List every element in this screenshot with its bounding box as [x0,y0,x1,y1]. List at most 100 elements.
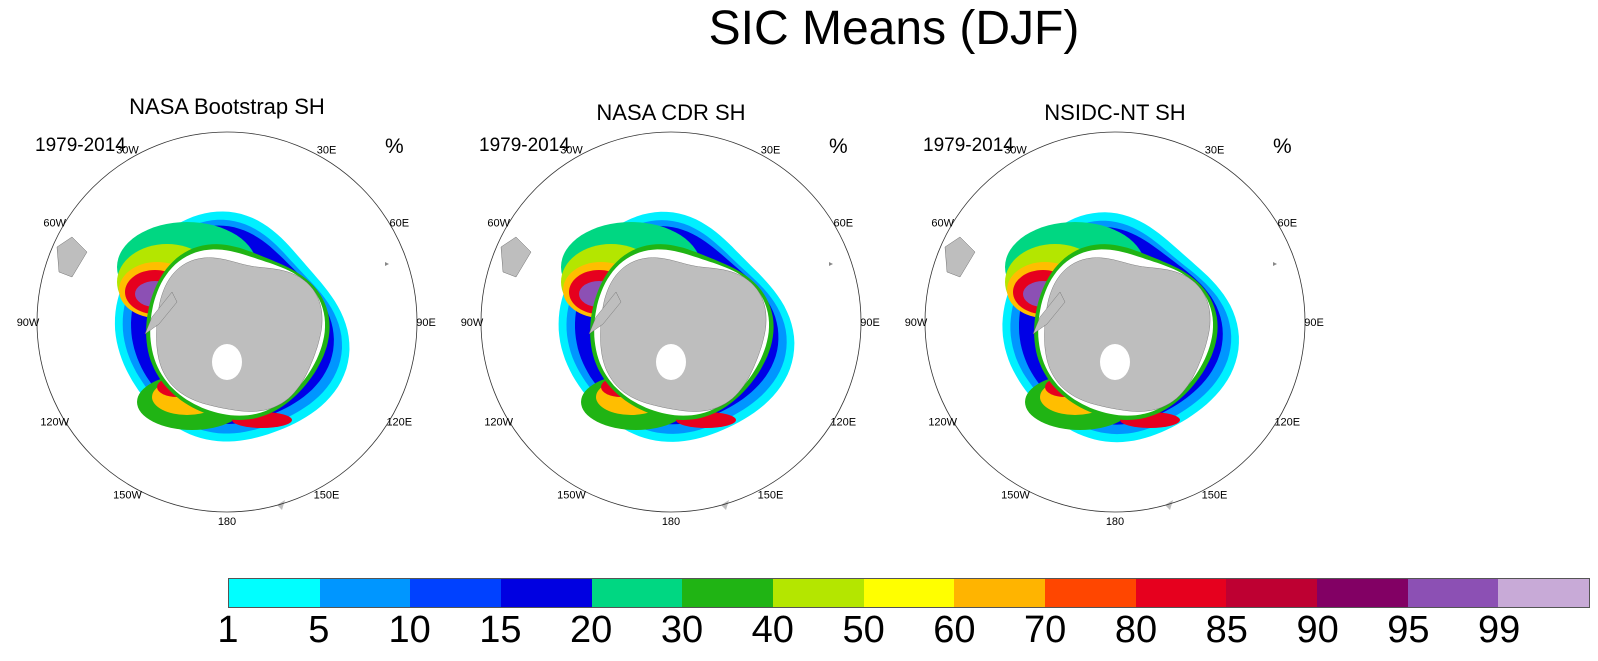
island [277,500,285,510]
lon-label: 60W [931,218,954,230]
colorbar-box [1045,579,1136,607]
panel-period: 1979-2014 [923,135,1014,156]
lon-label: 90W [905,317,928,329]
colorbar-tick-label: 60 [933,609,976,651]
polar-map: 030E60E90E120E150E180150W120W90W60W30W [17,131,436,528]
antarctic-peninsula [588,291,622,335]
lon-label: 120E [830,417,856,429]
south-america [56,236,88,278]
colorbar-tick-label: 99 [1478,609,1521,651]
island [385,262,389,266]
lon-label: 30W [560,145,583,157]
lon-label: 150W [1001,489,1030,501]
lon-label: 60E [834,218,854,230]
lon-label: 90W [17,317,40,329]
lon-label: 150E [758,489,784,501]
lon-label: 90E [860,317,880,329]
map-panel-nt: NSIDC-NT SH 1979-2014 % 030E60E90E120E15… [905,90,1325,550]
panel-units: % [1273,135,1292,158]
lon-label: 60E [1278,218,1298,230]
colorbar-tick-label: 1 [217,609,239,651]
colorbar-box [863,579,955,607]
lon-label: 90E [416,317,436,329]
lon-label: 180 [1106,516,1124,528]
lon-label: 30W [1004,145,1027,157]
panel-period: 1979-2014 [35,135,126,156]
colorbar-box [682,579,774,607]
panel-title: NASA CDR SH [596,100,746,125]
lon-label: 150W [557,489,586,501]
lon-label: 90W [461,317,484,329]
lon-label: 120W [928,417,957,429]
map-boundary [36,131,418,513]
map-panel-cdr: NASA CDR SH 1979-2014 % 030E60E90E120E15… [461,90,881,550]
antarctica-landmass [600,257,767,412]
lon-label: 60E [390,218,410,230]
colorbar-tick-label: 70 [1024,609,1067,651]
island [1273,262,1277,266]
lon-label: 30E [317,145,337,157]
polar-map: 030E60E90E120E150E180150W120W90W60W30W [461,131,880,528]
panel-units: % [385,135,404,158]
colorbar-box [1407,579,1499,607]
island [829,262,833,266]
colorbar-tick-label: 80 [1114,609,1158,651]
map-boundary [480,131,862,513]
colorbar-tick-label: 85 [1205,609,1248,651]
antarctica-landmass [156,257,323,412]
lon-label: 180 [662,516,680,528]
colorbar-tick-label: 15 [479,609,522,651]
colorbar-tick-label: 90 [1296,609,1339,651]
colorbar-box [1317,579,1408,607]
panel-title: NSIDC-NT SH [1044,100,1186,125]
colorbar-box [410,579,502,607]
panel-title: NASA Bootstrap SH [129,94,325,119]
colorbar-tick-label: 50 [842,609,885,651]
colorbar-box [773,579,864,607]
lon-label: 120E [1274,417,1300,429]
lon-label: 180 [218,516,236,528]
colorbar-tick-label: 20 [570,609,613,651]
island [721,500,729,510]
antarctic-peninsula [1032,291,1066,335]
colorbar-tick-label: 30 [660,609,704,651]
colorbar-tick-label: 10 [388,609,431,651]
south-america [500,236,532,278]
antarctica-landmass [1044,257,1211,412]
lon-label: 90E [1304,317,1324,329]
map-panel-bootstrap: NASA Bootstrap SH 1979-2014 % 030E60E90E… [17,90,437,550]
lon-label: 30W [116,145,139,157]
island [1165,500,1173,510]
colorbar-tick-label: 95 [1387,609,1430,651]
south-america [944,236,976,278]
lon-label: 150E [1202,489,1228,501]
figure-title: SIC Means (DJF) [708,2,1080,55]
ross-ice-shelf [1100,344,1130,380]
lon-label: 150E [314,489,340,501]
map-boundary [924,131,1306,513]
ross-ice-shelf [212,344,242,380]
colorbar [228,578,1590,608]
antarctic-peninsula [144,291,178,335]
lon-label: 60W [43,218,66,230]
colorbar-box [1498,579,1590,607]
lon-label: 30E [761,145,781,157]
colorbar-tick-label: 40 [751,609,794,651]
colorbar-box [501,579,592,607]
colorbar-box [1226,579,1318,607]
colorbar-box [954,579,1046,607]
lon-label: 30E [1205,145,1225,157]
lon-label: 120W [40,417,69,429]
colorbar-tick-label: 5 [308,609,330,651]
lon-label: 150W [113,489,142,501]
polar-map: 030E60E90E120E150E180150W120W90W60W30W [905,131,1324,528]
colorbar-box [319,579,411,607]
panel-units: % [829,135,848,158]
colorbar-box [229,579,320,607]
lon-label: 120E [386,417,412,429]
lon-label: 60W [487,218,510,230]
panel-period: 1979-2014 [479,135,570,156]
colorbar-box [1135,579,1227,607]
lon-label: 120W [484,417,513,429]
ross-ice-shelf [656,344,686,380]
